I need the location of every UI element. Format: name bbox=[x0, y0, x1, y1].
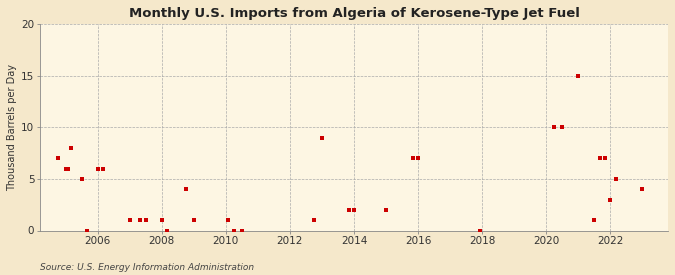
Point bbox=[124, 218, 135, 222]
Point bbox=[98, 166, 109, 171]
Title: Monthly U.S. Imports from Algeria of Kerosene-Type Jet Fuel: Monthly U.S. Imports from Algeria of Ker… bbox=[128, 7, 579, 20]
Point bbox=[412, 156, 423, 160]
Point bbox=[549, 125, 560, 130]
Point bbox=[52, 156, 63, 160]
Point bbox=[228, 228, 239, 233]
Point bbox=[82, 228, 92, 233]
Point bbox=[348, 208, 359, 212]
Point bbox=[475, 228, 485, 233]
Point bbox=[637, 187, 648, 191]
Y-axis label: Thousand Barrels per Day: Thousand Barrels per Day bbox=[7, 64, 17, 191]
Point bbox=[92, 166, 103, 171]
Point bbox=[223, 218, 234, 222]
Point bbox=[180, 187, 191, 191]
Point bbox=[236, 228, 247, 233]
Point bbox=[76, 177, 87, 181]
Point bbox=[60, 166, 71, 171]
Point bbox=[188, 218, 199, 222]
Point bbox=[140, 218, 151, 222]
Point bbox=[135, 218, 146, 222]
Point bbox=[162, 228, 173, 233]
Point bbox=[589, 218, 600, 222]
Point bbox=[610, 177, 621, 181]
Point bbox=[65, 146, 76, 150]
Point bbox=[407, 156, 418, 160]
Point bbox=[381, 208, 392, 212]
Point bbox=[317, 135, 327, 140]
Point bbox=[599, 156, 610, 160]
Point bbox=[605, 197, 616, 202]
Point bbox=[63, 166, 74, 171]
Point bbox=[343, 208, 354, 212]
Point bbox=[557, 125, 568, 130]
Point bbox=[157, 218, 167, 222]
Text: Source: U.S. Energy Information Administration: Source: U.S. Energy Information Administ… bbox=[40, 263, 254, 272]
Point bbox=[308, 218, 319, 222]
Point bbox=[595, 156, 605, 160]
Point bbox=[573, 73, 584, 78]
